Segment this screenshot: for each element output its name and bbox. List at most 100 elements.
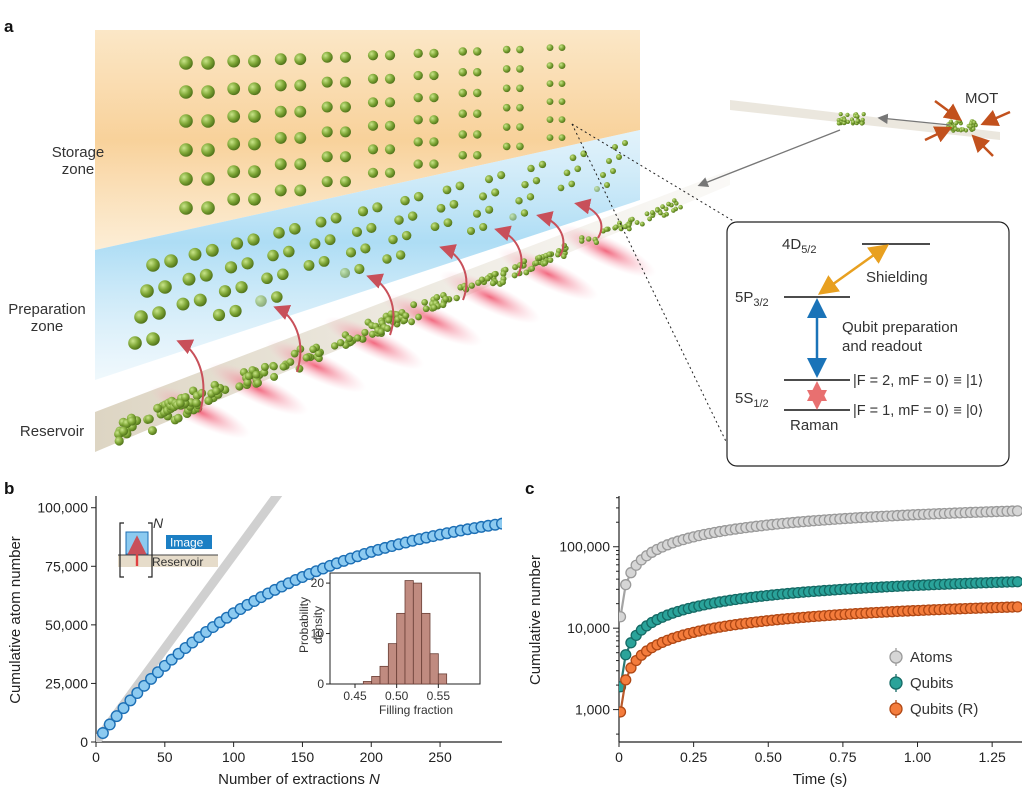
transfer-arrows — [176, 198, 603, 413]
hist-ylabel-1: Probability — [297, 597, 311, 653]
raman-label: Raman — [790, 417, 838, 434]
preparation-zone-label-2: zone — [31, 318, 64, 335]
panel-c-xlabel: Time (s) — [793, 771, 847, 788]
c-xtick-label: 0 — [615, 749, 623, 765]
c-data-point — [620, 579, 632, 591]
legend-label: Atoms — [910, 649, 953, 666]
panel-a-illustration: a Storage zone Preparation zone Reservoi… — [4, 17, 1011, 467]
panel-c-data-points — [619, 505, 1022, 718]
c-data-point — [620, 674, 632, 686]
panel-letter-b: b — [4, 479, 14, 498]
c-fit-line-2 — [619, 605, 1018, 713]
b-ytick-label: 25,000 — [45, 675, 88, 691]
hist-bar — [437, 673, 448, 685]
panel-c-legend: Atoms Qubits Qubits (R) — [889, 648, 978, 718]
level-4d52: 4D5/2 — [782, 236, 816, 256]
legend-marker — [889, 702, 903, 716]
panel-c-ylabel: Cumulative number — [527, 555, 544, 685]
hist-xtick-label: 0.45 — [343, 689, 367, 703]
state-f1-label: |F = 1, mF = 0⟩ ≡ |0⟩ — [853, 403, 983, 419]
b-ytick-label: 50,000 — [45, 617, 88, 633]
b-xtick-label: 50 — [157, 749, 173, 765]
hist-bar — [371, 676, 381, 685]
mot-region: MOT — [697, 90, 1011, 187]
panel-b-ylabel: Cumulative atom number — [7, 536, 24, 704]
panel-b-chart: b 0 50 100 150 200 250025,00050,00075,000100,… — [4, 479, 502, 788]
hist-bar — [421, 612, 431, 685]
level-5p32: 5P3/2 — [735, 289, 769, 309]
b-xtick-label: 200 — [360, 749, 384, 765]
b-xtick-label: 0 — [92, 749, 100, 765]
panel-b-inset-schematic: N Image Reservoir — [118, 515, 218, 578]
hist-bar — [404, 580, 414, 685]
c-data-point — [1011, 601, 1022, 613]
inset-n-label: N — [153, 515, 164, 531]
state-f2-label: |F = 2, mF = 0⟩ ≡ |1⟩ — [853, 373, 983, 389]
preparation-zone-plane — [95, 130, 640, 380]
legend-marker — [889, 676, 903, 690]
qubit-prep-label-2: and readout — [842, 338, 923, 355]
c-fit-line-0 — [619, 509, 1018, 617]
hist-xlabel: Filling fraction — [379, 703, 453, 717]
c-xtick-label: 0.75 — [829, 749, 856, 765]
inset-image-label: Image — [170, 536, 204, 550]
c-data-point — [620, 649, 632, 661]
panel-b-axes: 0 50 100 150 200 250025,00050,00075,000100,00… — [37, 496, 502, 765]
panel-letter-c: c — [525, 479, 534, 498]
preparation-atoms — [128, 140, 628, 350]
hist-xtick-label: 0.50 — [385, 689, 409, 703]
zoom-line-bottom — [571, 123, 736, 461]
storage-zone-label-1: Storage — [52, 144, 105, 161]
legend-marker — [889, 650, 903, 664]
level-5s12: 5S1/2 — [735, 390, 769, 410]
c-ytick-label: 10,000 — [567, 620, 610, 636]
hist-ytick-label: 10 — [311, 627, 325, 641]
b-data-point — [117, 702, 130, 715]
c-data-point — [619, 611, 627, 623]
transport-beam — [730, 100, 1000, 140]
legend-label: Qubits (R) — [910, 701, 978, 718]
level-diagram: 4D5/2 5P3/2 5S1/2 Shielding Qubit prepar… — [726, 221, 1010, 467]
reservoir-label: Reservoir — [20, 423, 84, 440]
hist-bar — [396, 612, 406, 685]
b-data-point — [96, 727, 109, 740]
hist-xtick-label: 0.55 — [427, 689, 451, 703]
panel-c-chart: c 0 0.25 0.50 0.75 1.00 1.25 1,000 10,000 100,00… — [525, 479, 1022, 788]
shielding-label: Shielding — [866, 269, 928, 286]
c-data-point — [1011, 505, 1022, 517]
shielding-arrow — [817, 244, 890, 295]
c-ytick-label: 100,000 — [559, 539, 610, 555]
b-ytick-label: 75,000 — [45, 558, 88, 574]
c-data-point — [1011, 576, 1022, 588]
storage-atoms — [179, 44, 566, 215]
panel-b-inset-histogram: 0.45 0.50 0.55 0 10 20 — [311, 572, 481, 703]
qubit-prep-label-1: Qubit preparation — [842, 319, 958, 336]
b-xtick-label: 250 — [428, 749, 452, 765]
mot-label: MOT — [965, 90, 998, 107]
hist-ytick-label: 0 — [317, 677, 324, 691]
inset-reservoir-label: Reservoir — [152, 555, 203, 569]
preparation-zone-label-1: Preparation — [8, 301, 86, 318]
storage-zone-label-2: zone — [62, 161, 95, 178]
b-data-point — [131, 686, 144, 699]
panel-c-axes: 0 0.25 0.50 0.75 1.00 1.25 1,000 10,000 100,000 — [559, 496, 1022, 765]
b-data-point — [110, 710, 123, 723]
b-ytick-label: 100,000 — [37, 500, 88, 516]
c-xtick-label: 0.25 — [680, 749, 707, 765]
b-data-point — [496, 517, 502, 530]
c-xtick-label: 1.00 — [904, 749, 931, 765]
b-xtick-label: 100 — [222, 749, 246, 765]
zoom-line-top — [571, 123, 736, 223]
c-xtick-label: 0.50 — [755, 749, 782, 765]
b-data-point — [124, 694, 137, 707]
legend-label: Qubits — [910, 675, 953, 692]
hist-ytick-label: 20 — [311, 576, 325, 590]
panel-letter-a: a — [4, 17, 14, 36]
c-data-point — [619, 706, 627, 718]
hist-bar — [412, 582, 423, 685]
b-xtick-label: 150 — [291, 749, 315, 765]
b-data-point — [103, 718, 116, 731]
hist-bar — [429, 653, 439, 685]
b-ytick-label: 0 — [80, 734, 88, 750]
